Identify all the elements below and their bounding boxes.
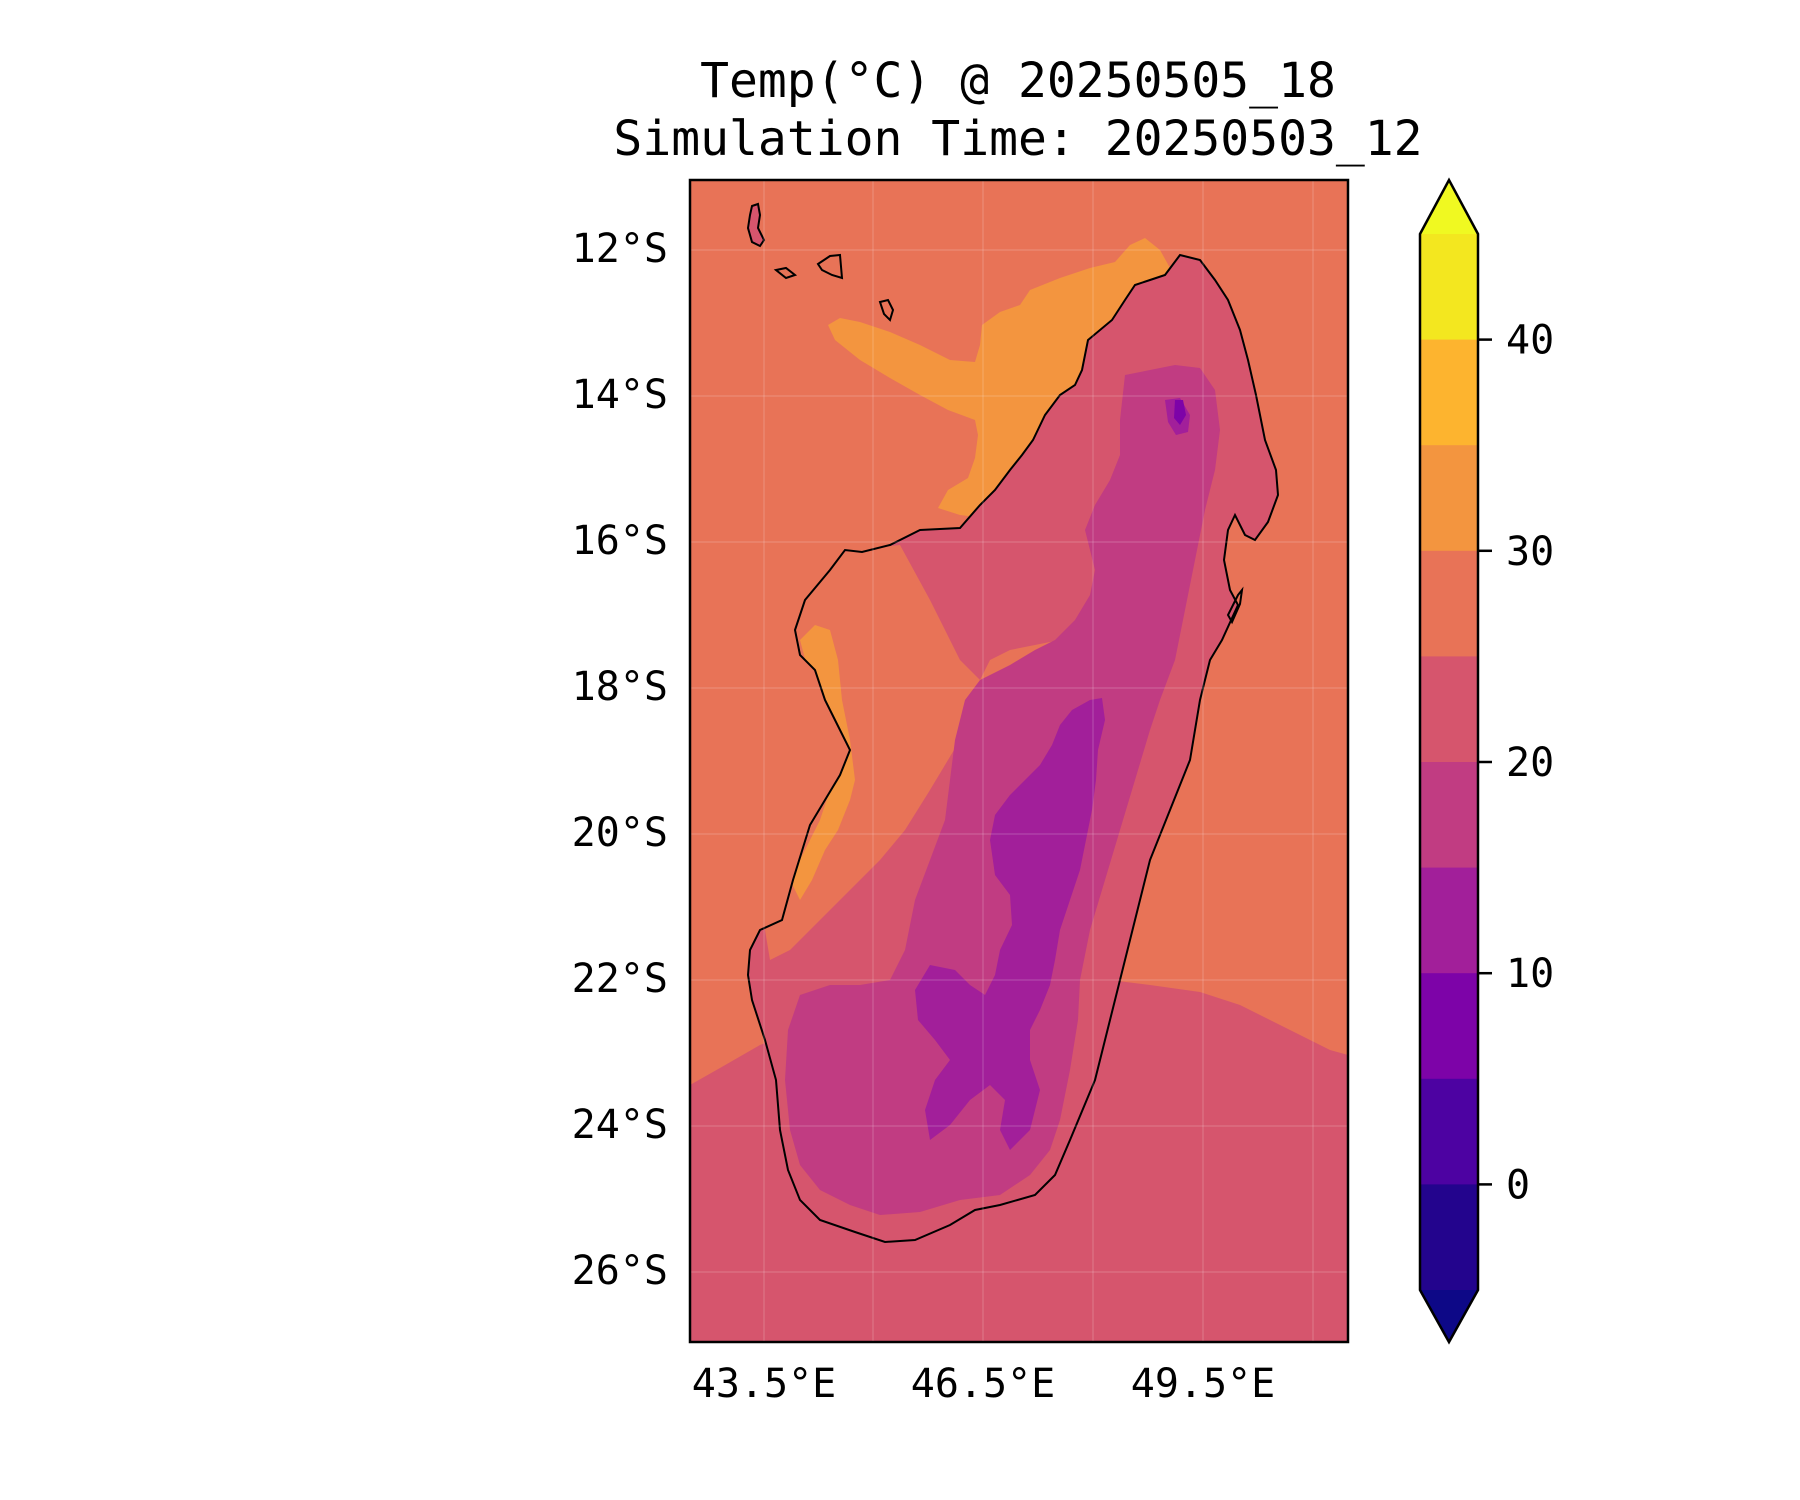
island-comoros-2 — [773, 266, 798, 280]
colorbar-bin — [1420, 234, 1478, 341]
colorbar-extend-max — [1420, 180, 1478, 234]
y-axis-labels: 12°S 14°S 16°S 18°S 20°S 22°S 24°S 26°S — [572, 226, 668, 1294]
colorbar-bin — [1420, 973, 1478, 1080]
island-sainte-marie — [1226, 586, 1244, 625]
land-highland-colder — [915, 698, 1105, 1150]
colorbar-bin — [1420, 550, 1478, 657]
hot-plume-northwest — [828, 238, 1170, 518]
x-tick-label: 49.5°E — [1131, 1361, 1276, 1407]
colorbar-bin — [1420, 1078, 1478, 1185]
y-tick-label: 24°S — [572, 1102, 668, 1148]
land-west-lowlands — [760, 545, 1100, 960]
y-tick-label: 26°S — [572, 1248, 668, 1294]
temperature-field — [690, 180, 1348, 1342]
colorbar-tick-label: 0 — [1506, 1162, 1530, 1208]
x-tick-label: 43.5°E — [692, 1361, 837, 1407]
island-comoros-3 — [816, 253, 844, 280]
colorbar-tick-label: 40 — [1506, 318, 1554, 364]
y-tick-label: 12°S — [572, 226, 668, 272]
land-peak-coldest — [1174, 400, 1186, 425]
colorbar-ticks: 40 30 20 10 0 — [1478, 318, 1554, 1208]
x-tick-label: 46.5°E — [911, 1361, 1056, 1407]
madagascar-coastline — [746, 253, 1280, 1244]
chart-title-line1: Temp(°C) @ 20250505_18 — [700, 53, 1336, 109]
colorbar-bin — [1420, 339, 1478, 446]
colorbar-tick-label: 10 — [1506, 951, 1554, 997]
y-tick-label: 20°S — [572, 810, 668, 856]
colorbar-bin — [1420, 762, 1478, 869]
land-west-hot-strip — [790, 625, 855, 900]
colorbar-tick-label: 20 — [1506, 740, 1554, 786]
colorbar-bin — [1420, 867, 1478, 974]
colorbar-extend-min — [1420, 1290, 1478, 1342]
x-axis-labels: 43.5°E 46.5°E 49.5°E — [692, 1361, 1276, 1407]
y-tick-label: 14°S — [572, 372, 668, 418]
map-gridlines — [690, 180, 1348, 1342]
island-mayotte — [878, 298, 895, 322]
colorbar-tick-label: 30 — [1506, 529, 1554, 575]
y-tick-label: 22°S — [572, 956, 668, 1002]
map-frame — [688, 178, 1350, 1344]
land-highland-cool — [785, 365, 1220, 1215]
y-tick-label: 16°S — [572, 518, 668, 564]
island-comoros-1 — [746, 202, 766, 248]
colorbar — [1418, 177, 1480, 1345]
colorbar-bin — [1420, 1184, 1478, 1291]
colorbar-bin — [1420, 656, 1478, 763]
colorbar-bin — [1420, 445, 1478, 552]
y-tick-label: 18°S — [572, 664, 668, 710]
colorbar-outline — [1418, 177, 1480, 1345]
chart-title-line2: Simulation Time: 20250503_12 — [613, 111, 1422, 167]
